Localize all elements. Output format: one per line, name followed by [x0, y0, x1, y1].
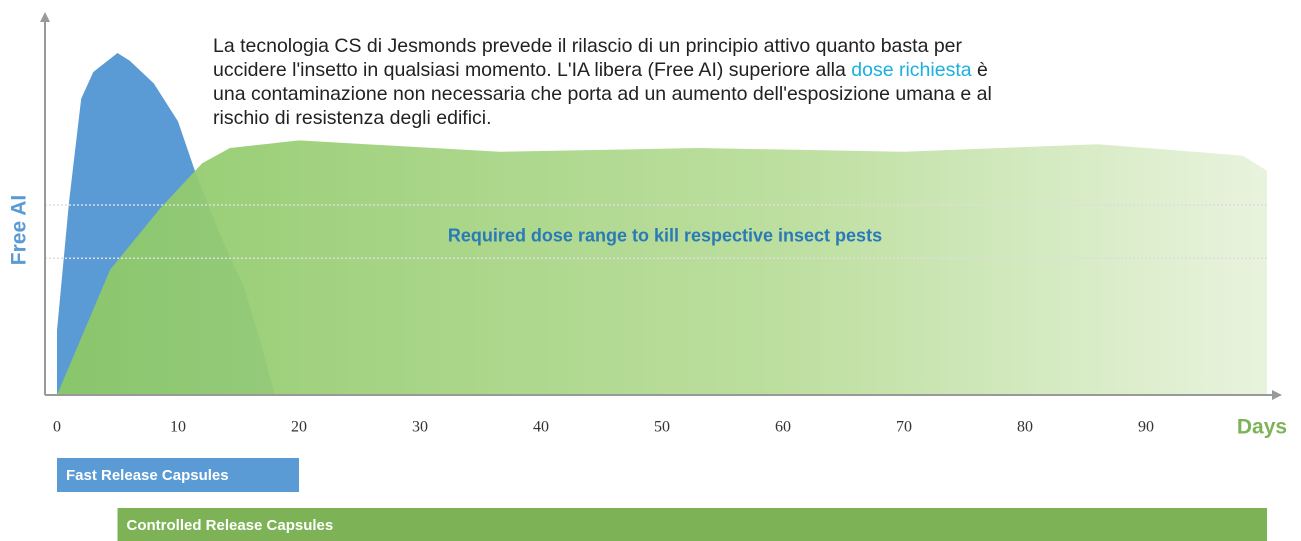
release-bar-label: Controlled Release Capsules — [127, 517, 334, 534]
x-axis-label: Days — [1237, 416, 1287, 439]
annotation: La tecnologia CS di Jesmonds prevede il … — [213, 34, 998, 130]
release-bar — [57, 458, 299, 492]
x-tick-label: 20 — [291, 419, 307, 436]
x-tick-label: 90 — [1138, 419, 1154, 436]
x-tick-label: 70 — [896, 419, 912, 436]
x-tick-label: 40 — [533, 419, 549, 436]
x-tick-label: 60 — [775, 419, 791, 436]
x-tick-label: 50 — [654, 419, 670, 436]
x-arrow — [1272, 390, 1282, 400]
y-arrow — [40, 12, 50, 22]
annotation-text: La tecnologia CS di Jesmonds prevede il … — [213, 35, 963, 81]
x-tick-label: 80 — [1017, 419, 1033, 436]
annotation-text: è una contaminazione non necessaria che … — [213, 59, 992, 129]
dose-link[interactable]: dose richiesta — [851, 59, 972, 81]
x-tick-label: 10 — [170, 419, 186, 436]
release-bar — [117, 508, 1267, 541]
dose-label: Required dose range to kill respective i… — [448, 225, 882, 245]
release-bar-label: Fast Release Capsules — [66, 467, 229, 484]
y-axis-label: Free AI — [8, 195, 31, 265]
area — [57, 140, 1267, 395]
x-tick-label: 0 — [53, 419, 61, 436]
x-tick-label: 30 — [412, 419, 428, 436]
